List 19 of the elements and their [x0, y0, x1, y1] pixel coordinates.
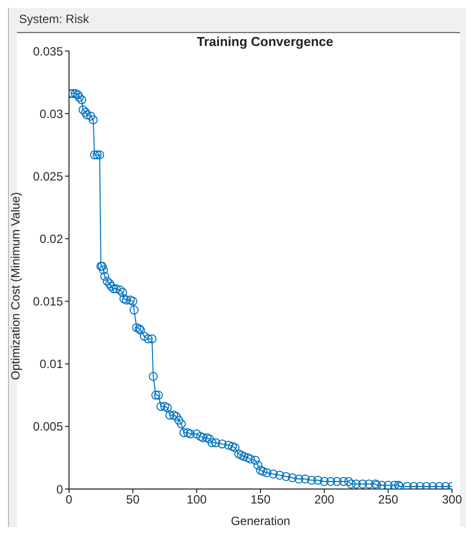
y-tick-label: 0.035 — [32, 44, 64, 58]
x-tick-label: 250 — [378, 492, 398, 507]
x-tick-label: 100 — [186, 492, 207, 507]
chart-title: Training Convergence — [196, 34, 334, 49]
y-tick-label: 0.02 — [40, 232, 64, 246]
y-tick-label: 0.015 — [32, 294, 64, 309]
text: System: Risk — [19, 12, 90, 26]
y-tick-label: 0.005 — [32, 420, 64, 434]
x-tick-label: 300 — [442, 492, 462, 507]
y-tick-label: 0.025 — [32, 169, 64, 184]
y-tick-label: 0 — [56, 482, 64, 496]
y-tick-label: 0.01 — [40, 357, 64, 372]
y-tick-label: 0.03 — [40, 106, 64, 121]
x-tick-label: 50 — [126, 492, 140, 507]
x-tick-label: 150 — [250, 492, 271, 507]
x-tick-label: 0 — [66, 492, 73, 507]
y-axis-title: Optimization Cost (Minimum Value) — [8, 192, 22, 380]
x-axis-title: Generation — [230, 514, 290, 528]
x-tick-label: 200 — [314, 492, 335, 507]
